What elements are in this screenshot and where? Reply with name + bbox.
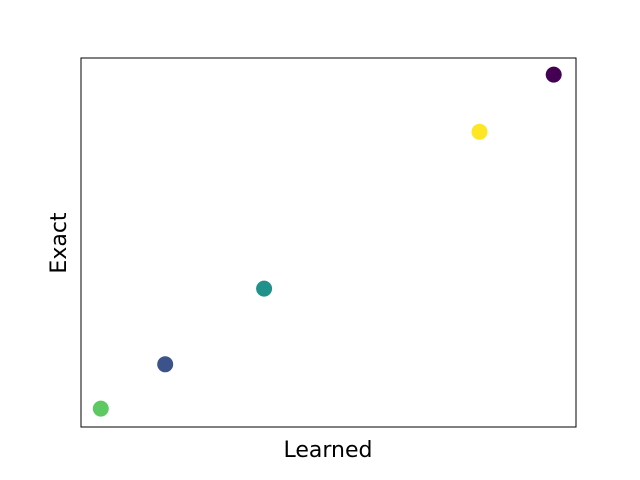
scatter-point-4 [471,123,488,140]
x-axis-label: Learned [284,438,373,463]
scatter-point-1 [92,400,109,417]
scatter-point-5 [545,66,562,83]
scatter-point-3 [256,280,273,297]
y-axis-label: Exact [47,212,72,273]
data-points [92,66,562,417]
plot-area-frame [80,57,577,428]
scatter-point-2 [157,356,174,373]
